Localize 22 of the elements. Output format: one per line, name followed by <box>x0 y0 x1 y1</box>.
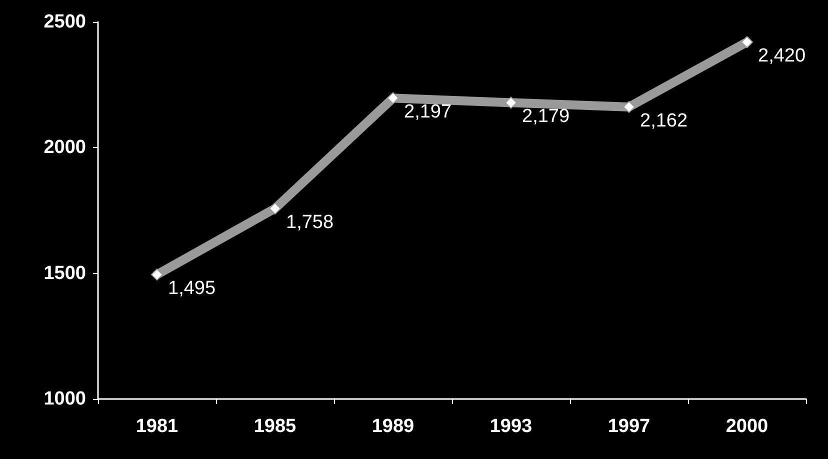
point <box>269 202 281 214</box>
point <box>623 100 635 113</box>
y-tick-label: 1000 <box>44 388 86 410</box>
point <box>741 36 753 48</box>
data-label: 1,495 <box>168 278 216 300</box>
x-tick-label: 2000 <box>726 416 768 437</box>
data-label: 2,197 <box>404 102 452 123</box>
point <box>387 92 399 104</box>
x-tick-label: 1993 <box>490 416 532 437</box>
x-tick-label: 1985 <box>254 416 297 437</box>
point <box>505 96 517 109</box>
y-tick-label: 1500 <box>44 262 86 284</box>
data-label: 2,179 <box>522 106 570 128</box>
x-tick-label: 1989 <box>372 416 414 437</box>
data-label: 1,758 <box>286 212 334 233</box>
data-label: 2,162 <box>640 110 688 132</box>
y-tick-label: 2500 <box>44 12 86 32</box>
data-label: 2,420 <box>758 46 806 67</box>
point <box>151 268 163 281</box>
x-tick-label: 1981 <box>136 416 179 437</box>
x-tick-label: 1997 <box>608 416 650 437</box>
y-tick-label: 2000 <box>44 137 86 158</box>
